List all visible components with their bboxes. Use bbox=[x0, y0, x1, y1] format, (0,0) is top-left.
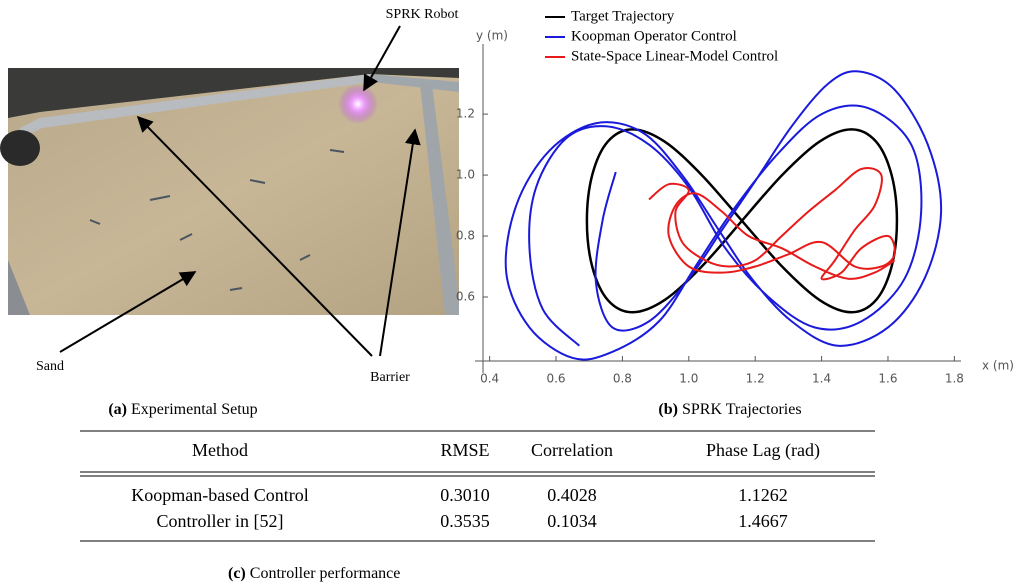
plot: 0.4 0.6 0.8 1.0 1.2 1.4 1.6 1.8 0.6 0.8 1.0 1.2 Targ… bbox=[456, 8, 964, 385]
caption-label: (a) bbox=[108, 401, 127, 418]
x-tick-label: 1.4 bbox=[812, 372, 831, 386]
annotation: Sand bbox=[36, 359, 64, 374]
legend-label: Koopman Operator Control bbox=[571, 28, 737, 44]
table-cell: 0.3010 bbox=[440, 485, 490, 505]
caption-label: (b) bbox=[658, 401, 678, 418]
legend-label: Target Trajectory bbox=[571, 8, 675, 24]
table-cell: 0.4028 bbox=[547, 485, 597, 505]
table: Method RMSE Correlation Phase Lag (rad) Koop… bbox=[80, 430, 875, 542]
table-header: Phase Lag (rad) bbox=[706, 440, 820, 461]
x-tick-label: 1.0 bbox=[679, 372, 698, 386]
table-header: Method bbox=[192, 440, 248, 460]
annotation: Barrier bbox=[370, 370, 410, 385]
trajectory bbox=[648, 166, 896, 281]
table-cell: 1.4667 bbox=[738, 511, 788, 531]
table-cell: Controller in [52] bbox=[157, 511, 284, 531]
legend-label: State-Space Linear-Model Control bbox=[571, 48, 778, 64]
caption: (b) SPRK Trajectories bbox=[658, 401, 801, 418]
x-tick-label: 0.4 bbox=[480, 372, 499, 386]
x-tick-label: 1.8 bbox=[945, 372, 964, 386]
x-tick-label: 1.2 bbox=[746, 372, 765, 386]
trajectory bbox=[504, 70, 943, 361]
annotation: SPRK Robot bbox=[386, 7, 459, 22]
table-cell: Koopman-based Control bbox=[131, 485, 308, 505]
y-tick-label: 1.0 bbox=[456, 168, 475, 182]
table-cell: 1.1262 bbox=[738, 485, 788, 505]
arrows bbox=[59, 25, 421, 357]
trajectory bbox=[585, 128, 899, 314]
y-axis-label: y (m) bbox=[476, 29, 508, 43]
x-tick-label: 0.6 bbox=[546, 372, 565, 386]
y-tick-label: 1.2 bbox=[456, 107, 475, 121]
setup-photo bbox=[0, 68, 459, 315]
caption-text: Controller performance bbox=[250, 565, 401, 582]
x-tick-label: 0.8 bbox=[613, 372, 632, 386]
table-cell: 0.3535 bbox=[440, 511, 490, 531]
caption-label: (c) bbox=[228, 565, 246, 582]
table-header: RMSE bbox=[440, 440, 489, 460]
caption-text: SPRK Trajectories bbox=[682, 401, 802, 418]
table-cell: 0.1034 bbox=[547, 511, 597, 531]
x-axis-label: x (m) bbox=[982, 359, 1014, 373]
caption: (c) Controller performance bbox=[228, 565, 400, 582]
y-tick-label: 0.8 bbox=[456, 229, 475, 243]
x-tick-label: 1.6 bbox=[878, 372, 897, 386]
y-tick-label: 0.6 bbox=[456, 289, 475, 303]
caption: (a) Experimental Setup bbox=[108, 401, 257, 418]
caption-text: Experimental Setup bbox=[131, 401, 258, 418]
table-header: Correlation bbox=[531, 440, 613, 460]
